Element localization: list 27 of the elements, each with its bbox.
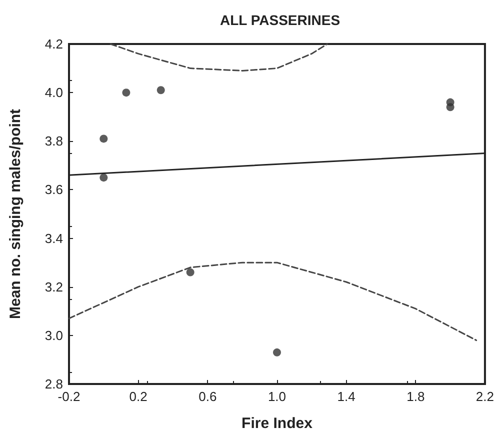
point xyxy=(186,268,194,276)
x-tick-label: 0.6 xyxy=(198,389,217,404)
point xyxy=(272,348,281,356)
y-tick-label: 3.8 xyxy=(44,134,63,149)
y-tick-label: 3.0 xyxy=(44,328,63,343)
x-tick-label: 0.2 xyxy=(129,389,148,404)
x-tick-label: -0.2 xyxy=(58,389,80,404)
point xyxy=(122,88,130,97)
y-tick-label: 4.0 xyxy=(44,85,63,100)
y-tick-label: 4.2 xyxy=(44,36,63,52)
x-tick-label: 1.4 xyxy=(337,389,356,404)
x-tick-label: 2.2 xyxy=(476,389,494,404)
point xyxy=(100,134,108,143)
x-axis-title: Fire Index xyxy=(242,415,314,432)
y-tick-label: 3.2 xyxy=(44,279,63,294)
x-tick-label: 1.0 xyxy=(268,389,286,404)
y-tick-label: 2.8 xyxy=(44,376,63,392)
y-tick-label: 3.6 xyxy=(44,182,63,198)
y-axis-title: Mean no. singing males/point xyxy=(7,108,24,320)
x-tick-label: 1.8 xyxy=(406,389,425,404)
point xyxy=(100,174,108,182)
point xyxy=(446,103,454,112)
line-series xyxy=(110,43,328,72)
point xyxy=(156,86,165,94)
line-series xyxy=(68,262,478,342)
chart-title: ALL PASSERINES xyxy=(220,12,340,28)
y-tick-label: 3.4 xyxy=(44,230,63,246)
